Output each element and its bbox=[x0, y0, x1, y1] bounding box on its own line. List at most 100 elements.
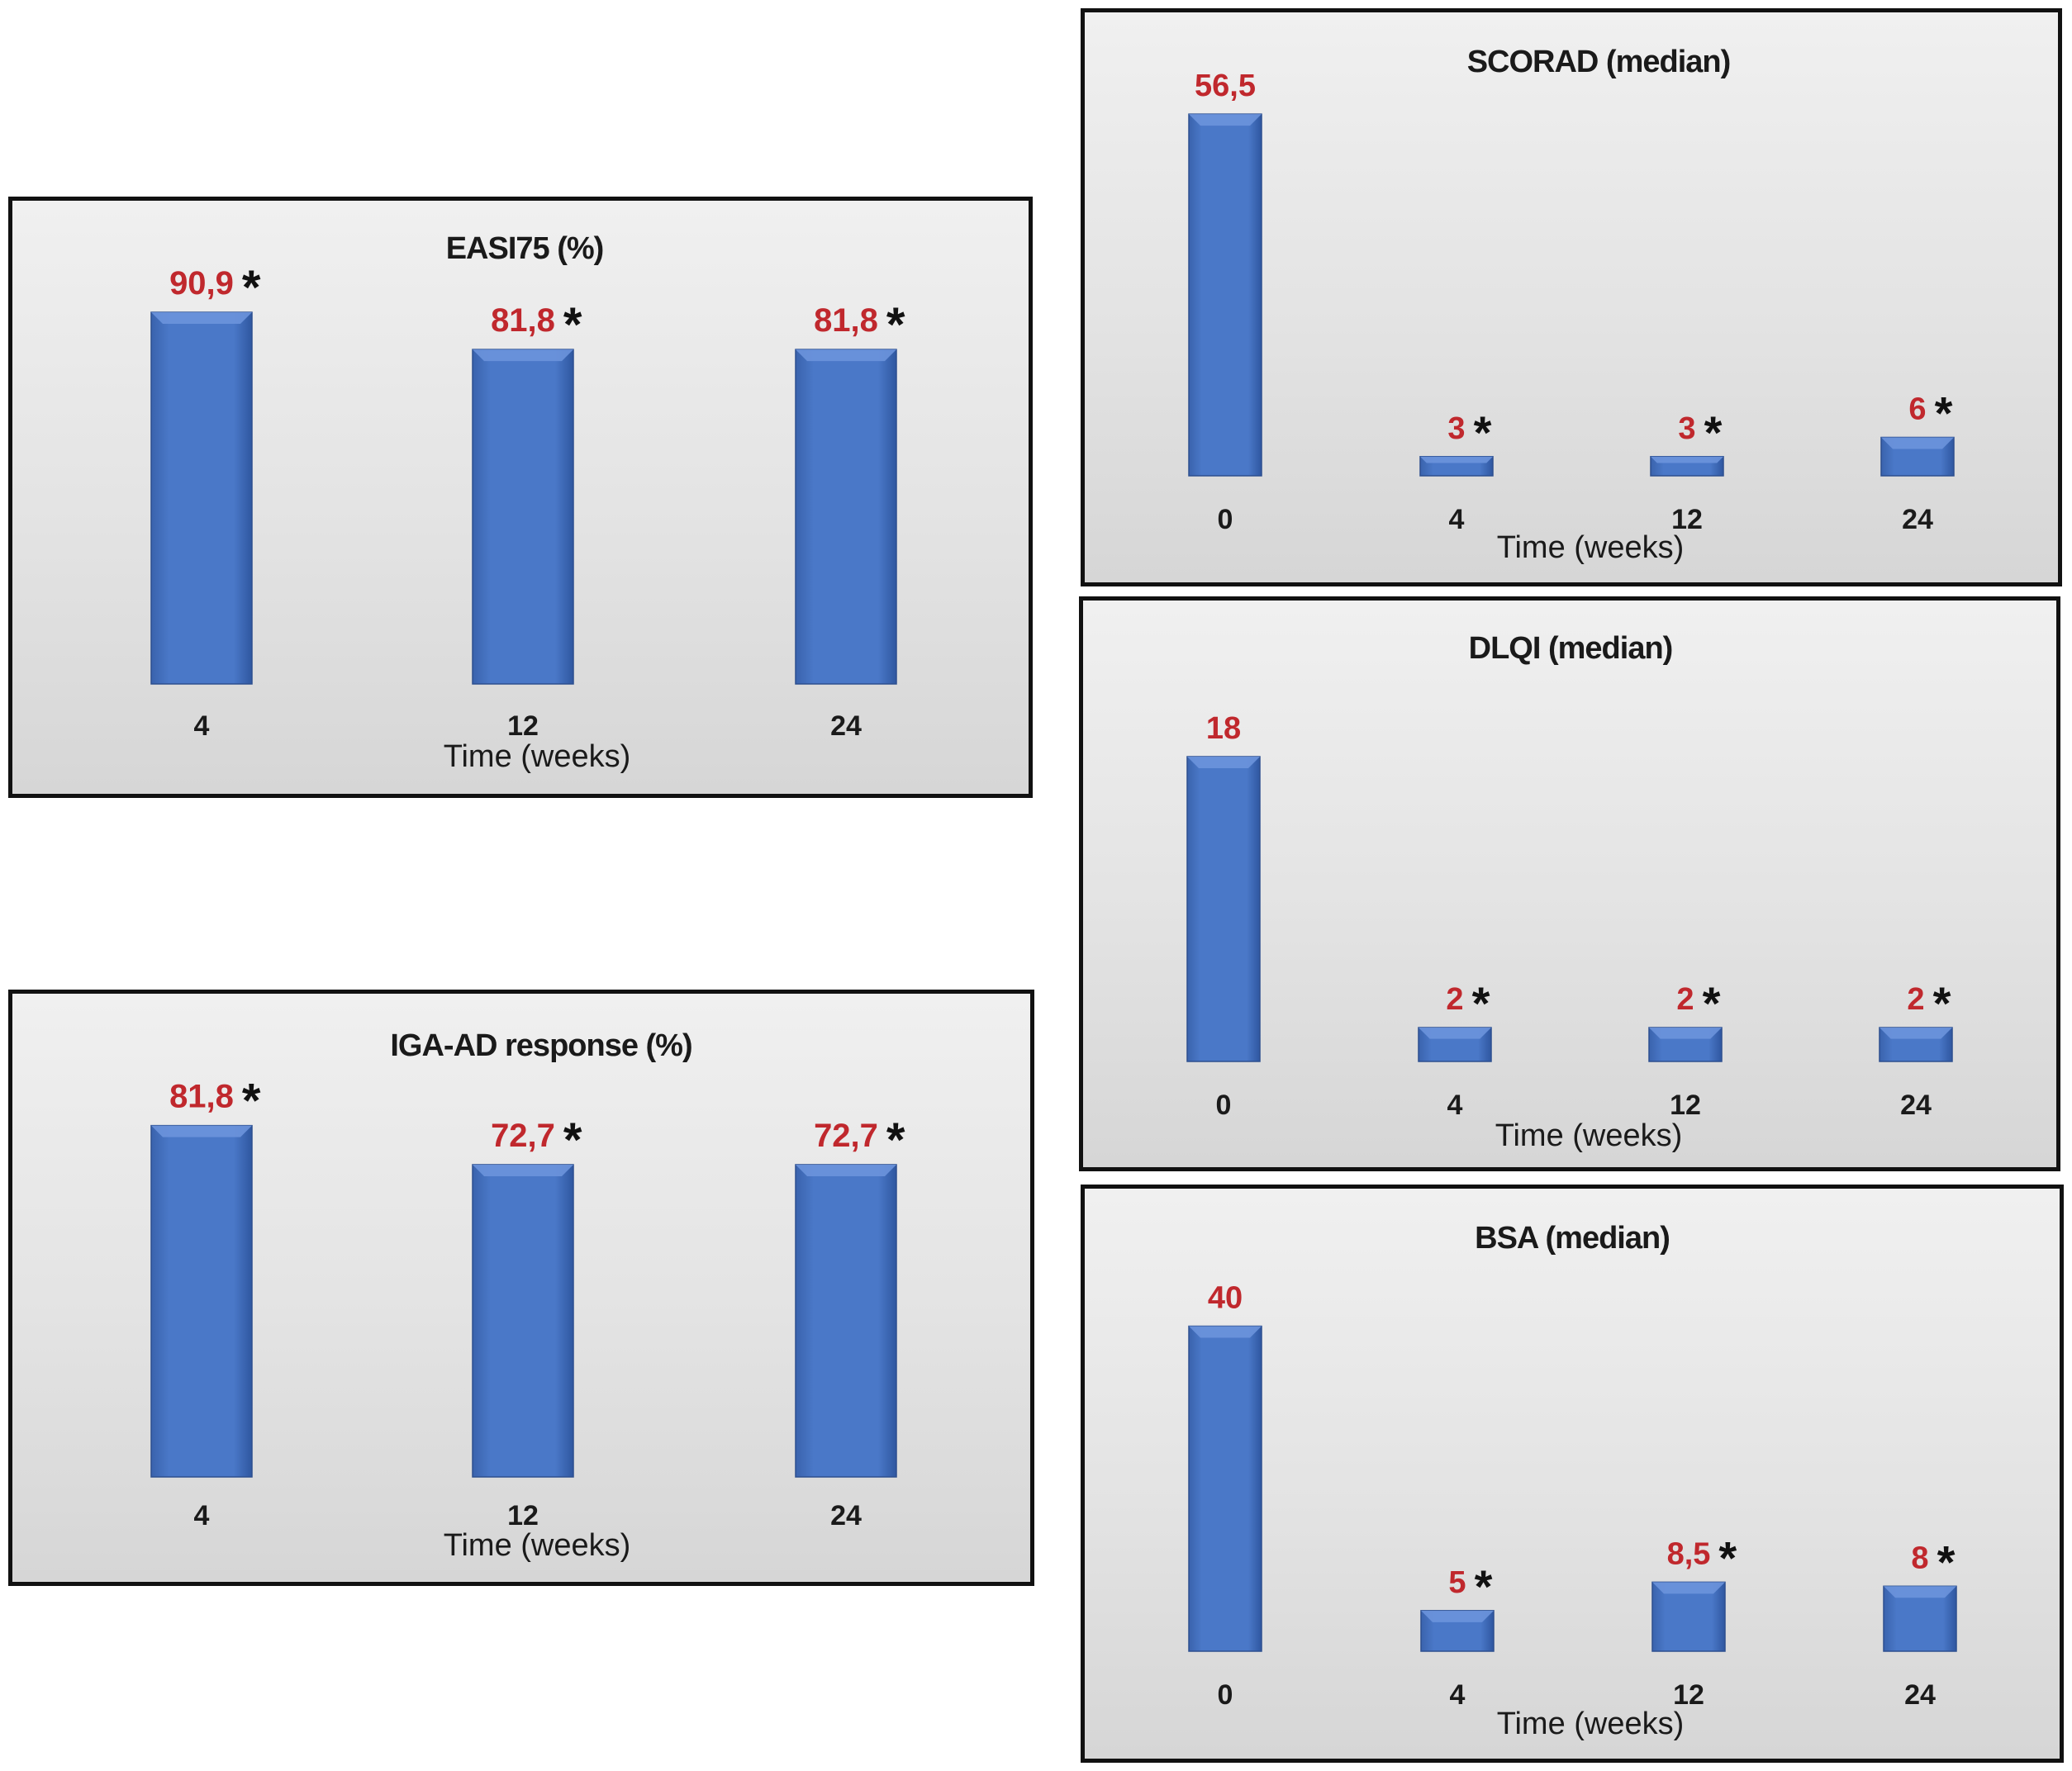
significance-star: * bbox=[1704, 406, 1723, 458]
x-axis-title: Time (weeks) bbox=[1497, 530, 1685, 565]
bar-12 bbox=[472, 1164, 574, 1478]
bar-12 bbox=[1651, 1581, 1726, 1652]
category-label: 24 bbox=[830, 1500, 862, 1531]
value-label: 2 bbox=[1676, 982, 1694, 1017]
significance-star: * bbox=[1937, 1536, 1956, 1588]
value-label: 2 bbox=[1446, 982, 1463, 1017]
chart-title: IGA-AD response (%) bbox=[390, 1028, 691, 1063]
bsa-chart-panel: BSA (median) 40 0 5 * 4 8,5 * 12 8 * 24 Time (weeks) bbox=[1081, 1185, 2064, 1763]
category-label: 24 bbox=[1900, 1090, 1932, 1121]
significance-star: * bbox=[1935, 387, 1953, 439]
value-label: 40 bbox=[1208, 1281, 1243, 1316]
significance-star: * bbox=[242, 261, 261, 315]
bar-12 bbox=[1650, 456, 1724, 477]
bar-top-bevel bbox=[1189, 114, 1262, 126]
value-label: 8,5 bbox=[1667, 1536, 1711, 1571]
category-label: 4 bbox=[194, 1500, 210, 1531]
value-label: 3 bbox=[1447, 411, 1465, 446]
bar-0 bbox=[1186, 756, 1261, 1062]
bar-top-bevel bbox=[1421, 1610, 1494, 1622]
bar-top-bevel bbox=[1420, 456, 1493, 463]
category-label: 0 bbox=[1216, 1090, 1232, 1121]
bar-24 bbox=[795, 1164, 897, 1478]
bar-top-bevel bbox=[151, 312, 252, 325]
bar-top-bevel bbox=[1652, 1582, 1725, 1594]
dlqi-chart: DLQI (median) 18 0 2 * 4 2 * 12 2 * 24 Time (weeks) bbox=[1186, 631, 1953, 1153]
bar-body bbox=[1188, 113, 1262, 477]
bar-body bbox=[150, 311, 253, 685]
bar-4 bbox=[150, 1124, 253, 1478]
value-label: 6 bbox=[1908, 392, 1926, 427]
bar-top-bevel bbox=[151, 1125, 252, 1137]
bar-4 bbox=[150, 311, 253, 685]
bar-24 bbox=[1880, 436, 1955, 477]
category-label: 4 bbox=[194, 710, 210, 742]
category-label: 0 bbox=[1218, 504, 1233, 535]
bar-top-bevel bbox=[1189, 1326, 1262, 1338]
bar-12 bbox=[472, 349, 574, 685]
bar-top-bevel bbox=[1881, 437, 1954, 449]
dlqi-chart-panel: DLQI (median) 18 0 2 * 4 2 * 12 2 * 24 Time (weeks) bbox=[1079, 596, 2060, 1171]
category-label: 24 bbox=[830, 710, 862, 742]
category-label: 4 bbox=[1449, 504, 1465, 535]
value-label: 90,9 bbox=[169, 265, 234, 301]
bar-top-bevel bbox=[1880, 1028, 1952, 1039]
x-axis-title: Time (weeks) bbox=[444, 1528, 631, 1563]
value-label: 56,5 bbox=[1195, 69, 1256, 103]
bar-4 bbox=[1420, 1610, 1495, 1652]
bar-0 bbox=[1188, 1325, 1262, 1652]
x-axis-title: Time (weeks) bbox=[1495, 1118, 1683, 1153]
chart-title: SCORAD (median) bbox=[1467, 45, 1731, 79]
significance-star: * bbox=[1474, 406, 1492, 458]
value-label: 8 bbox=[1911, 1541, 1928, 1575]
bar-24 bbox=[795, 349, 897, 685]
bar-body bbox=[472, 1164, 574, 1478]
bar-body bbox=[1188, 1325, 1262, 1652]
significance-star: * bbox=[886, 1113, 905, 1167]
bar-top-bevel bbox=[1187, 757, 1260, 768]
bar-body bbox=[1186, 756, 1261, 1062]
iga-ad-chart-panel: IGA-AD response (%) 81,8 * 4 72,7 * 12 72,7 * 24 T… bbox=[8, 990, 1034, 1586]
category-label: 12 bbox=[507, 710, 539, 742]
value-label: 72,7 bbox=[491, 1118, 555, 1154]
value-label: 81,8 bbox=[169, 1079, 234, 1115]
significance-star: * bbox=[1718, 1531, 1737, 1583]
bar-top-bevel bbox=[1884, 1586, 1956, 1598]
bar-body bbox=[795, 1164, 897, 1478]
bar-body bbox=[150, 1124, 253, 1478]
value-label: 81,8 bbox=[491, 302, 555, 339]
bar-top-bevel bbox=[1419, 1028, 1491, 1039]
significance-star: * bbox=[886, 298, 905, 352]
bar-top-bevel bbox=[1651, 456, 1723, 463]
easi75-chart-panel: EASI75 (%) 90,9 * 4 81,8 * 12 81,8 * 24 Time (week… bbox=[8, 197, 1033, 798]
value-label: 2 bbox=[1907, 982, 1924, 1017]
bar-top-bevel bbox=[473, 1164, 573, 1176]
bar-body bbox=[472, 349, 574, 685]
bar-0 bbox=[1188, 113, 1262, 477]
category-label: 24 bbox=[1904, 1679, 1936, 1711]
significance-star: * bbox=[1475, 1560, 1493, 1612]
bar-24 bbox=[1883, 1585, 1957, 1652]
chart-title: DLQI (median) bbox=[1469, 631, 1673, 666]
value-label: 3 bbox=[1678, 411, 1695, 446]
x-axis-title: Time (weeks) bbox=[1497, 1707, 1685, 1741]
bar-4 bbox=[1418, 1027, 1492, 1062]
bar-12 bbox=[1648, 1027, 1723, 1062]
bar-body bbox=[795, 349, 897, 685]
value-label: 18 bbox=[1206, 711, 1241, 746]
significance-star: * bbox=[242, 1075, 261, 1128]
bar-top-bevel bbox=[796, 1164, 896, 1176]
category-label: 24 bbox=[1902, 504, 1933, 535]
category-label: 12 bbox=[1670, 1090, 1701, 1121]
category-label: 4 bbox=[1447, 1090, 1463, 1121]
scorad-chart: SCORAD (median) 56,5 0 3 * 4 3 * 12 6 * 24 Time (wee… bbox=[1188, 45, 1955, 565]
chart-title: BSA (median) bbox=[1475, 1221, 1670, 1256]
bar-top-bevel bbox=[473, 349, 573, 362]
scorad-chart-panel: SCORAD (median) 56,5 0 3 * 4 3 * 12 6 * 24 Time (wee… bbox=[1081, 8, 2062, 586]
category-label: 4 bbox=[1450, 1679, 1466, 1711]
category-label: 12 bbox=[507, 1500, 539, 1531]
significance-star: * bbox=[563, 298, 582, 352]
